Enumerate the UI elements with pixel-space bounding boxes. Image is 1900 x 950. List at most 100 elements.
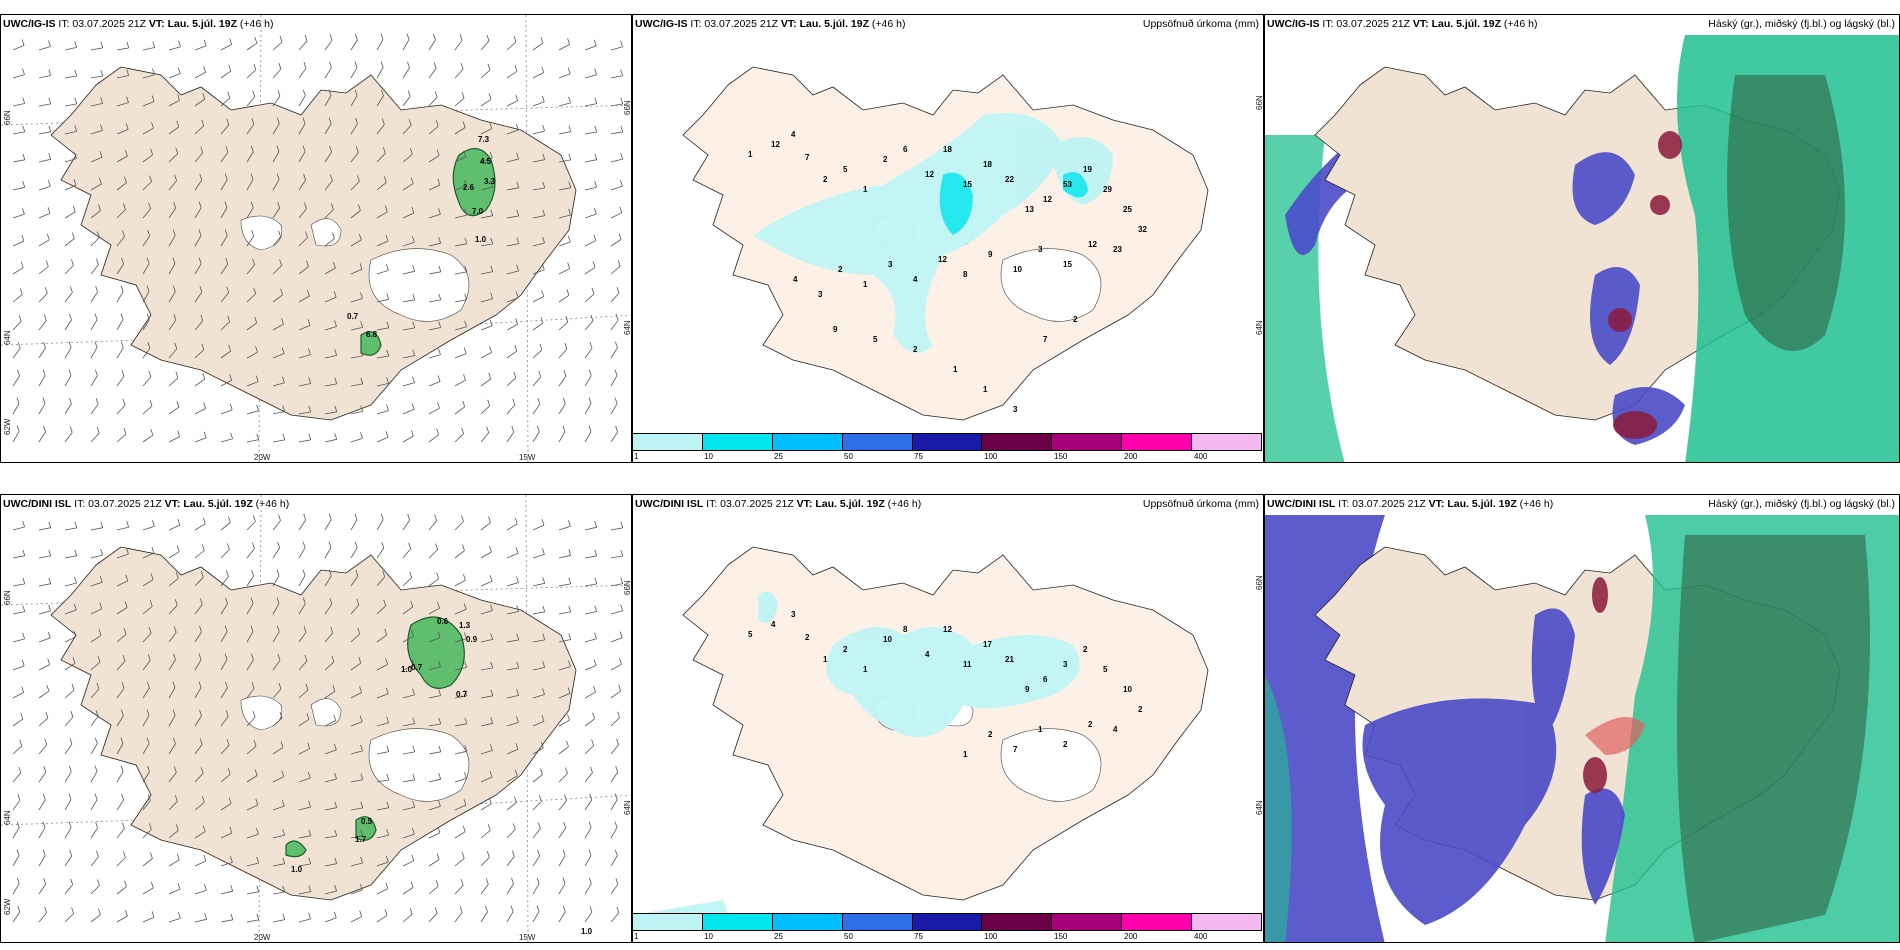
precip-value-label: 1 bbox=[953, 365, 958, 374]
panel-title: Uppsöfnuð úrkoma (mm) bbox=[1142, 498, 1259, 510]
wind-barb-feather bbox=[176, 853, 180, 860]
wind-barb bbox=[168, 319, 177, 331]
wind-barb bbox=[558, 159, 571, 163]
wind-barb-feather bbox=[620, 549, 624, 557]
wind-barb bbox=[506, 70, 518, 79]
wind-barb-feather bbox=[434, 514, 437, 521]
wind-barb-feather bbox=[97, 879, 100, 886]
wind-barb bbox=[324, 890, 337, 895]
wind-barb bbox=[610, 663, 622, 671]
precip-value-label: 3 bbox=[1013, 405, 1018, 414]
precip-value-label: 9 bbox=[988, 250, 993, 259]
wind-barb bbox=[298, 123, 306, 135]
wind-barb bbox=[168, 348, 178, 359]
wind-barb-feather bbox=[124, 880, 127, 887]
wind-barb bbox=[12, 45, 25, 51]
wind-barb-feather bbox=[359, 686, 362, 693]
wind-barb-feather bbox=[463, 573, 466, 581]
wind-barb-feather bbox=[438, 689, 442, 696]
precip-value-label: 4 bbox=[913, 275, 918, 284]
wind-barb bbox=[610, 744, 619, 755]
wind-barb bbox=[220, 124, 230, 135]
wind-barb bbox=[558, 719, 570, 727]
wind-barb bbox=[402, 635, 414, 643]
wind-barb bbox=[584, 883, 592, 895]
wind-barb-feather bbox=[464, 293, 468, 300]
wind-barb bbox=[584, 293, 595, 303]
wind-barb bbox=[558, 827, 566, 839]
wind-barb-feather bbox=[99, 151, 103, 158]
wind-barb bbox=[610, 431, 618, 443]
panel-header: UWC/DINI ISL IT: 03.07.2025 21Z VT: Lau.… bbox=[3, 498, 290, 510]
legend-label: 150 bbox=[1054, 932, 1068, 941]
wind-barb-feather bbox=[201, 343, 205, 350]
wind-barb-feather bbox=[383, 176, 387, 183]
wind-barb bbox=[558, 73, 571, 79]
wind-barb bbox=[168, 406, 180, 415]
wind-barb bbox=[168, 801, 178, 811]
legend-label: 75 bbox=[914, 452, 923, 461]
wind-barb-feather bbox=[48, 40, 51, 47]
value-label: 2.6 bbox=[463, 183, 475, 192]
wind-barb-feather bbox=[386, 321, 390, 328]
wind-barb-feather bbox=[334, 433, 338, 440]
precip-value-label: 5 bbox=[1103, 665, 1108, 674]
wind-barb-feather bbox=[542, 236, 545, 244]
wind-barb bbox=[428, 520, 437, 531]
wind-barb bbox=[220, 263, 229, 275]
wind-barb bbox=[428, 859, 440, 867]
wind-barb bbox=[428, 885, 439, 895]
wind-barb-feather bbox=[464, 208, 468, 216]
wind-barb-feather bbox=[121, 257, 124, 265]
wind-barb bbox=[168, 551, 180, 559]
wind-barb-feather bbox=[125, 909, 128, 917]
wind-barb-feather bbox=[386, 349, 390, 357]
wind-barb-feather bbox=[146, 285, 150, 292]
value-label: 1.7 bbox=[355, 835, 367, 844]
wind-barb-feather bbox=[538, 370, 542, 378]
wind-barb bbox=[298, 40, 308, 51]
wind-barb bbox=[324, 632, 334, 643]
wind-barb-feather bbox=[620, 521, 624, 528]
wind-barb-feather bbox=[226, 118, 230, 126]
value-label: 0.7 bbox=[411, 663, 423, 672]
wind-barb bbox=[168, 632, 177, 643]
wind-barb-feather bbox=[540, 317, 544, 324]
wind-barb bbox=[142, 552, 155, 559]
wind-barb bbox=[584, 638, 597, 643]
wind-barb bbox=[558, 800, 567, 811]
wind-barb-feather bbox=[126, 69, 130, 76]
wind-barb-feather bbox=[464, 179, 467, 187]
wind-barb-feather bbox=[617, 260, 621, 267]
wind-barb-feather bbox=[485, 905, 488, 913]
wind-barb-feather bbox=[95, 369, 98, 376]
wind-barb-feather bbox=[593, 686, 596, 693]
wind-barb-feather bbox=[589, 342, 593, 349]
wind-barb-feather bbox=[542, 633, 546, 641]
wind-barb bbox=[64, 582, 77, 587]
wind-barb-feather bbox=[566, 740, 569, 747]
wind-barb-feather bbox=[515, 291, 519, 298]
wind-barb-feather bbox=[333, 743, 337, 751]
wind-barb-feather bbox=[279, 711, 283, 719]
wind-barb bbox=[194, 831, 206, 839]
wind-barb-feather bbox=[302, 145, 306, 152]
wind-barb-feather bbox=[490, 292, 493, 299]
wind-barb-feather bbox=[359, 910, 363, 917]
wind-barb bbox=[90, 688, 100, 699]
wind-barb-feather bbox=[281, 347, 285, 354]
precip-value-label: 1 bbox=[963, 750, 968, 759]
wind-barb bbox=[402, 779, 415, 783]
wind-barb-feather bbox=[71, 907, 74, 914]
wind-barb-feather bbox=[225, 681, 228, 689]
wind-barb-feather bbox=[74, 152, 77, 159]
panel-header: UWC/DINI ISL IT: 03.07.2025 21Z VT: Lau.… bbox=[1267, 498, 1554, 510]
wind-barb bbox=[142, 154, 153, 163]
precip-value-label: 7 bbox=[1043, 335, 1048, 344]
wind-barb bbox=[220, 179, 228, 191]
wind-barb bbox=[558, 911, 566, 923]
wind-barb bbox=[376, 355, 389, 359]
wind-barb bbox=[194, 263, 202, 275]
wind-barb-feather bbox=[542, 605, 546, 612]
precip-value-label: 1 bbox=[748, 150, 753, 159]
